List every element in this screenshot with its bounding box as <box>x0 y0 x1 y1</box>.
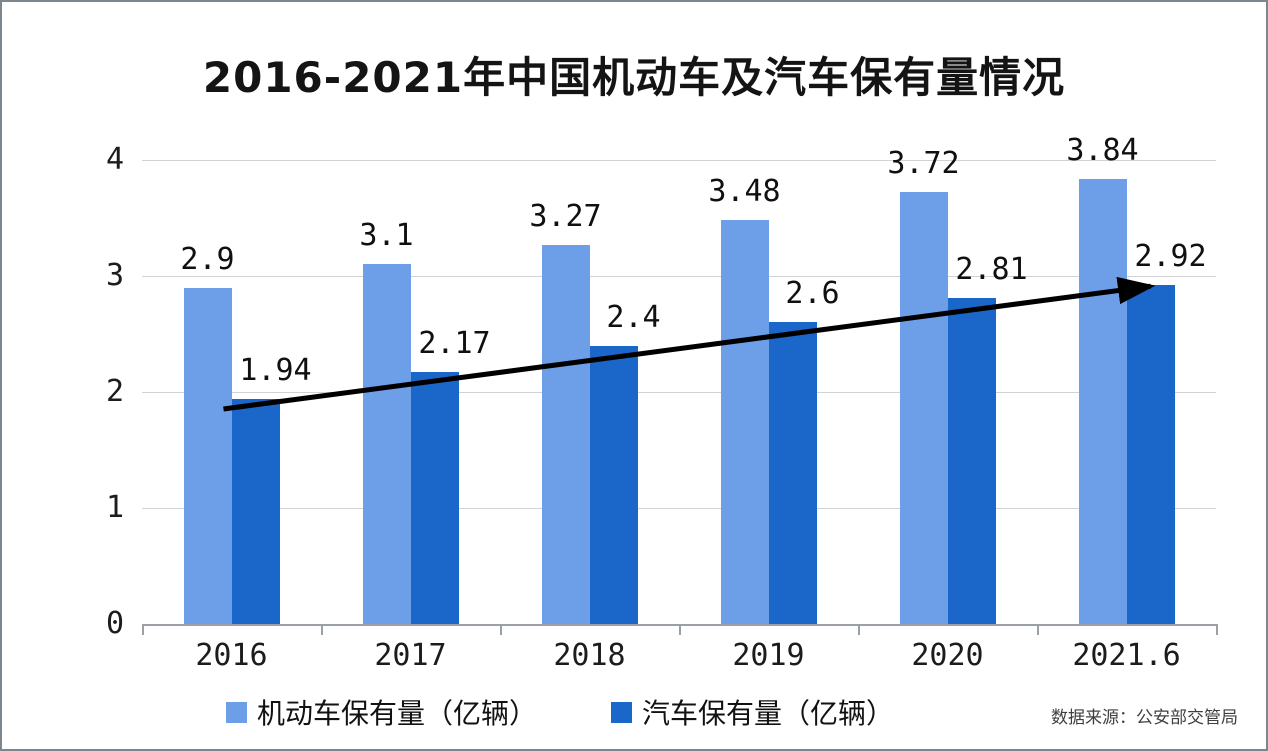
legend-label: 汽车保有量（亿辆） <box>642 697 895 730</box>
legend-swatch-motor-vehicles <box>225 701 247 723</box>
gridline <box>142 276 1216 277</box>
bar-value-label: 3.1 <box>359 218 414 254</box>
x-axis-category-label: 2018 <box>553 638 626 673</box>
bar-automobiles <box>768 322 817 624</box>
bar-automobiles <box>231 398 280 624</box>
x-axis-category-label: 2016 <box>195 638 268 673</box>
x-axis-tick <box>142 626 144 635</box>
bar-motor-vehicles <box>362 264 411 624</box>
bar-value-label: 3.84 <box>1066 132 1139 168</box>
legend-label: 机动车保有量（亿辆） <box>256 697 537 730</box>
x-axis-category-label: 2019 <box>732 638 805 673</box>
x-axis-tick <box>679 626 681 635</box>
bar-value-label: 2.92 <box>1134 239 1207 275</box>
gridline <box>142 508 1216 509</box>
y-axis-tick-label: 1 <box>105 490 124 525</box>
bar-value-label: 1.94 <box>239 352 312 388</box>
gridline <box>142 160 1216 161</box>
legend-swatch-automobiles <box>611 701 632 723</box>
bar-automobiles <box>1126 285 1175 624</box>
bar-motor-vehicles <box>720 220 769 624</box>
x-axis-baseline <box>142 624 1218 626</box>
bar-value-label: 2.9 <box>180 241 235 277</box>
bar-motor-vehicles <box>899 192 948 624</box>
y-axis-tick-label: 4 <box>105 142 124 177</box>
x-axis-tick <box>1037 626 1039 635</box>
data-source-note: 数据来源：公安部交管局 <box>1051 708 1238 728</box>
x-axis-category-label: 2020 <box>911 638 984 673</box>
bar-value-label: 3.27 <box>529 198 602 234</box>
y-axis-tick-label: 0 <box>105 606 124 641</box>
x-axis-tick <box>500 626 502 635</box>
bar-value-label: 3.72 <box>887 146 960 182</box>
bar-automobiles <box>589 345 638 624</box>
bar-value-label: 2.4 <box>606 299 661 335</box>
bar-automobiles <box>947 298 996 624</box>
chart-title: 2016-2021年中国机动车及汽车保有量情况 <box>202 53 1066 102</box>
gridline <box>142 392 1216 393</box>
bar-value-label: 2.6 <box>785 276 840 312</box>
legend: 机动车保有量（亿辆） 汽车保有量（亿辆） <box>2 692 1192 732</box>
bar-motor-vehicles <box>541 244 590 624</box>
bar-motor-vehicles <box>1078 178 1127 624</box>
bar-value-label: 2.81 <box>955 252 1028 288</box>
x-axis-category-label: 2021.6 <box>1072 638 1181 673</box>
bar-value-label: 2.17 <box>418 326 491 362</box>
y-axis-tick-label: 2 <box>105 374 124 409</box>
y-axis-tick-label: 3 <box>105 258 124 293</box>
x-axis-tick <box>858 626 860 635</box>
legend-item-automobiles: 汽车保有量（亿辆） <box>611 692 894 732</box>
x-axis-tick <box>1216 626 1218 635</box>
bar-automobiles <box>410 372 459 624</box>
legend-item-motor-vehicles: 机动车保有量（亿辆） <box>225 692 537 732</box>
x-axis-category-label: 2017 <box>374 638 447 673</box>
x-axis-tick <box>321 626 323 635</box>
bar-value-label: 3.48 <box>708 174 781 210</box>
bar-motor-vehicles <box>183 287 232 624</box>
